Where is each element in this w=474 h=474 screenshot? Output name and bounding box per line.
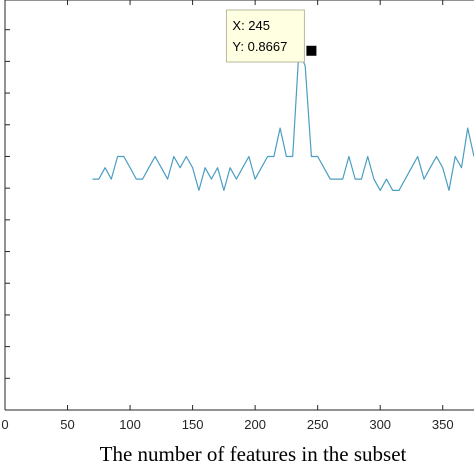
x-tick-label: 0 [1,417,8,432]
series-group [92,50,474,191]
x-tick-label: 100 [119,417,141,432]
x-tick-label: 50 [60,417,74,432]
x-axis-label: The number of features in the subset [100,442,407,466]
datatip[interactable]: X: 245 Y: 0.8667 [225,9,317,63]
x-tick-label: 350 [432,417,454,432]
datatip-box [225,9,305,63]
x-tick-label: 250 [307,417,329,432]
x-tick-label: 200 [244,417,266,432]
datatip-y-text: Y: 0.8667 [232,39,287,54]
datatip-marker[interactable] [306,45,317,56]
datatip-x-text: X: 245 [232,18,270,33]
x-tick-label: 300 [369,417,391,432]
x-tick-label: 150 [182,417,204,432]
axes: 0 50 100 150 200 250 300 350 [1,0,474,432]
series-line [92,50,474,191]
